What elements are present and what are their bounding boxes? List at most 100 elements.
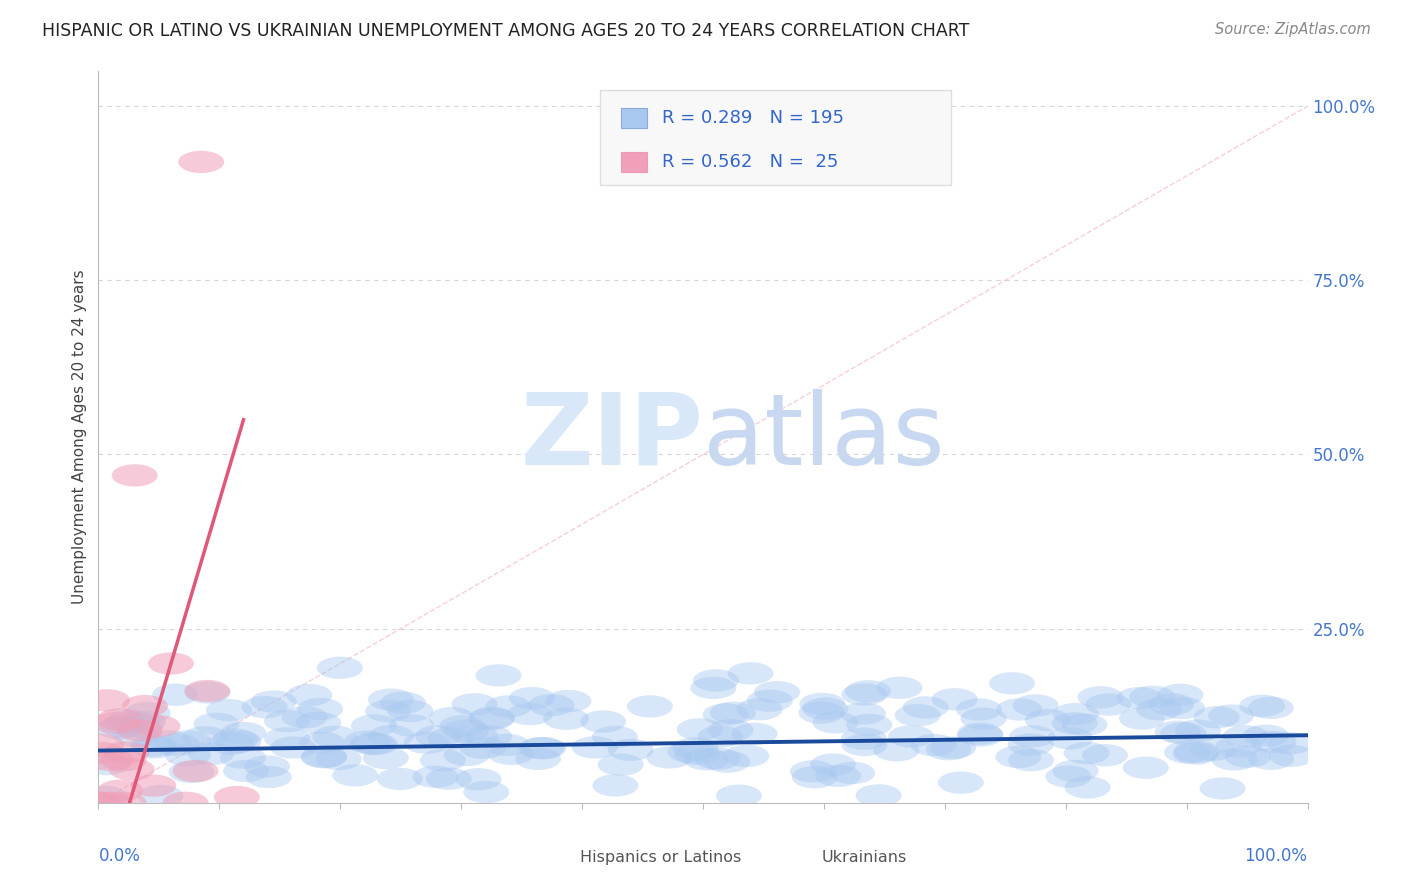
Ellipse shape <box>485 695 531 717</box>
Ellipse shape <box>506 703 553 725</box>
Ellipse shape <box>572 736 617 758</box>
Ellipse shape <box>1239 695 1285 717</box>
FancyBboxPatch shape <box>621 152 647 172</box>
Ellipse shape <box>1129 686 1175 708</box>
Ellipse shape <box>839 702 886 724</box>
Ellipse shape <box>76 792 122 814</box>
Ellipse shape <box>1123 756 1168 779</box>
Ellipse shape <box>212 729 259 751</box>
Ellipse shape <box>1025 709 1071 731</box>
Ellipse shape <box>131 774 176 797</box>
Ellipse shape <box>108 758 155 780</box>
Ellipse shape <box>799 701 845 723</box>
Ellipse shape <box>122 695 169 717</box>
Ellipse shape <box>173 760 218 782</box>
Ellipse shape <box>1216 735 1261 757</box>
Ellipse shape <box>82 786 128 808</box>
Ellipse shape <box>792 766 838 789</box>
Ellipse shape <box>716 785 762 807</box>
Ellipse shape <box>377 768 423 790</box>
Ellipse shape <box>815 764 862 787</box>
Ellipse shape <box>352 733 398 756</box>
Ellipse shape <box>152 683 198 706</box>
Ellipse shape <box>956 698 1002 721</box>
Ellipse shape <box>221 722 266 744</box>
Ellipse shape <box>1249 747 1294 770</box>
Ellipse shape <box>368 689 413 711</box>
Ellipse shape <box>747 690 793 712</box>
Ellipse shape <box>299 731 344 754</box>
Text: HISPANIC OR LATINO VS UKRAINIAN UNEMPLOYMENT AMONG AGES 20 TO 24 YEARS CORRELATI: HISPANIC OR LATINO VS UKRAINIAN UNEMPLOY… <box>42 22 970 40</box>
Ellipse shape <box>903 697 949 719</box>
Ellipse shape <box>439 715 485 738</box>
Ellipse shape <box>598 754 644 776</box>
Text: R = 0.289   N = 195: R = 0.289 N = 195 <box>662 109 844 127</box>
Ellipse shape <box>468 708 515 731</box>
Ellipse shape <box>690 677 737 699</box>
Ellipse shape <box>135 715 180 738</box>
Ellipse shape <box>800 693 845 715</box>
Ellipse shape <box>704 750 751 772</box>
Ellipse shape <box>475 665 522 687</box>
Ellipse shape <box>214 786 260 808</box>
Ellipse shape <box>1208 705 1254 727</box>
Ellipse shape <box>245 756 290 778</box>
Ellipse shape <box>1154 721 1201 743</box>
Ellipse shape <box>988 673 1035 695</box>
Ellipse shape <box>316 747 361 770</box>
Ellipse shape <box>93 712 139 734</box>
Ellipse shape <box>148 652 194 674</box>
Ellipse shape <box>1012 694 1059 716</box>
Ellipse shape <box>100 715 146 738</box>
Ellipse shape <box>111 464 157 486</box>
Ellipse shape <box>101 792 146 814</box>
Ellipse shape <box>125 702 170 724</box>
Ellipse shape <box>312 726 359 748</box>
Ellipse shape <box>138 785 184 807</box>
Ellipse shape <box>1119 707 1166 730</box>
Ellipse shape <box>84 690 131 712</box>
Ellipse shape <box>117 719 163 741</box>
FancyBboxPatch shape <box>621 108 647 128</box>
Ellipse shape <box>1164 741 1211 764</box>
Ellipse shape <box>484 734 530 756</box>
Ellipse shape <box>693 669 740 691</box>
Ellipse shape <box>932 688 977 710</box>
Ellipse shape <box>1008 749 1054 772</box>
Ellipse shape <box>509 687 555 709</box>
Ellipse shape <box>87 792 132 814</box>
Ellipse shape <box>120 711 166 733</box>
Ellipse shape <box>404 731 450 754</box>
Ellipse shape <box>790 760 837 782</box>
Ellipse shape <box>1189 739 1236 761</box>
Ellipse shape <box>101 749 146 772</box>
Ellipse shape <box>1175 720 1220 742</box>
Text: 0.0%: 0.0% <box>98 847 141 864</box>
Ellipse shape <box>707 719 754 741</box>
Ellipse shape <box>845 681 891 702</box>
Ellipse shape <box>1225 746 1271 768</box>
Ellipse shape <box>1160 723 1206 745</box>
Ellipse shape <box>420 749 465 772</box>
Ellipse shape <box>695 747 741 770</box>
Ellipse shape <box>830 762 875 784</box>
Ellipse shape <box>813 711 859 733</box>
Ellipse shape <box>1212 748 1257 771</box>
Ellipse shape <box>925 738 972 760</box>
Ellipse shape <box>1243 724 1289 747</box>
Ellipse shape <box>184 680 231 702</box>
FancyBboxPatch shape <box>600 90 950 185</box>
Ellipse shape <box>1064 776 1111 798</box>
Ellipse shape <box>221 747 266 769</box>
Ellipse shape <box>79 733 124 756</box>
Ellipse shape <box>468 706 515 729</box>
Ellipse shape <box>453 724 498 747</box>
Ellipse shape <box>515 747 561 770</box>
Ellipse shape <box>1250 731 1296 753</box>
Ellipse shape <box>675 743 720 765</box>
Ellipse shape <box>1173 742 1219 764</box>
Ellipse shape <box>295 712 342 734</box>
Ellipse shape <box>165 744 211 766</box>
Ellipse shape <box>1267 732 1313 755</box>
Ellipse shape <box>529 694 574 716</box>
